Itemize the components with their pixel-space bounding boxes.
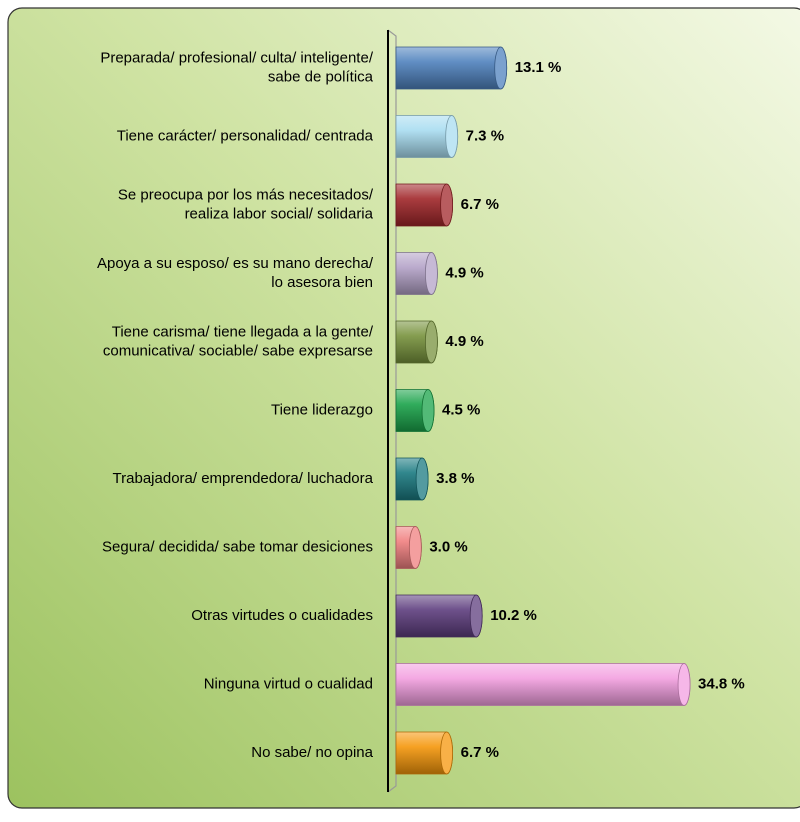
bar-cap — [677, 663, 691, 706]
value-label: 34.8 % — [698, 675, 745, 692]
category-label: Se preocupa por los más necesitados/real… — [118, 186, 374, 222]
value-label: 13.1 % — [515, 59, 562, 76]
category-label: Apoya a su esposo/ es su mano derecha/lo… — [97, 255, 374, 291]
value-label: 3.8 % — [436, 470, 474, 487]
category-label: Tiene carisma/ tiene llegada a la gente/… — [103, 323, 374, 359]
value-label: 4.9 % — [445, 333, 483, 350]
bar-cap — [408, 526, 422, 569]
category-label: Preparada/ profesional/ culta/ inteligen… — [100, 49, 374, 85]
bar-cap — [421, 389, 435, 432]
value-label: 10.2 % — [490, 607, 537, 624]
value-label: 6.7 % — [461, 744, 499, 761]
category-label: Tiene carácter/ personalidad/ centrada — [117, 127, 374, 144]
category-label: Tiene liderazgo — [271, 401, 373, 418]
value-label: 7.3 % — [466, 127, 504, 144]
category-label: No sabe/ no opina — [251, 744, 373, 761]
category-label: Otras virtudes o cualidades — [191, 607, 373, 624]
bar-cap — [445, 115, 459, 158]
category-label: Trabajadora/ emprendedora/ luchadora — [113, 470, 374, 487]
bar-cap — [440, 183, 454, 227]
value-label: 6.7 % — [461, 196, 499, 213]
value-label: 4.5 % — [442, 401, 480, 418]
bar-cap — [440, 731, 454, 775]
bar-cap — [469, 594, 483, 638]
bar-cap — [425, 320, 438, 364]
bar — [395, 594, 483, 638]
category-label: Segura/ decidida/ sabe tomar desiciones — [102, 538, 373, 555]
category-label: Ninguna virtud o cualidad — [204, 675, 373, 692]
bar-cap — [494, 46, 508, 90]
bar-cap — [415, 457, 429, 501]
value-label: 3.0 % — [429, 538, 467, 555]
bar — [395, 46, 508, 90]
bar-cap — [425, 252, 438, 295]
bar — [395, 663, 691, 706]
value-label: 4.9 % — [445, 264, 483, 281]
